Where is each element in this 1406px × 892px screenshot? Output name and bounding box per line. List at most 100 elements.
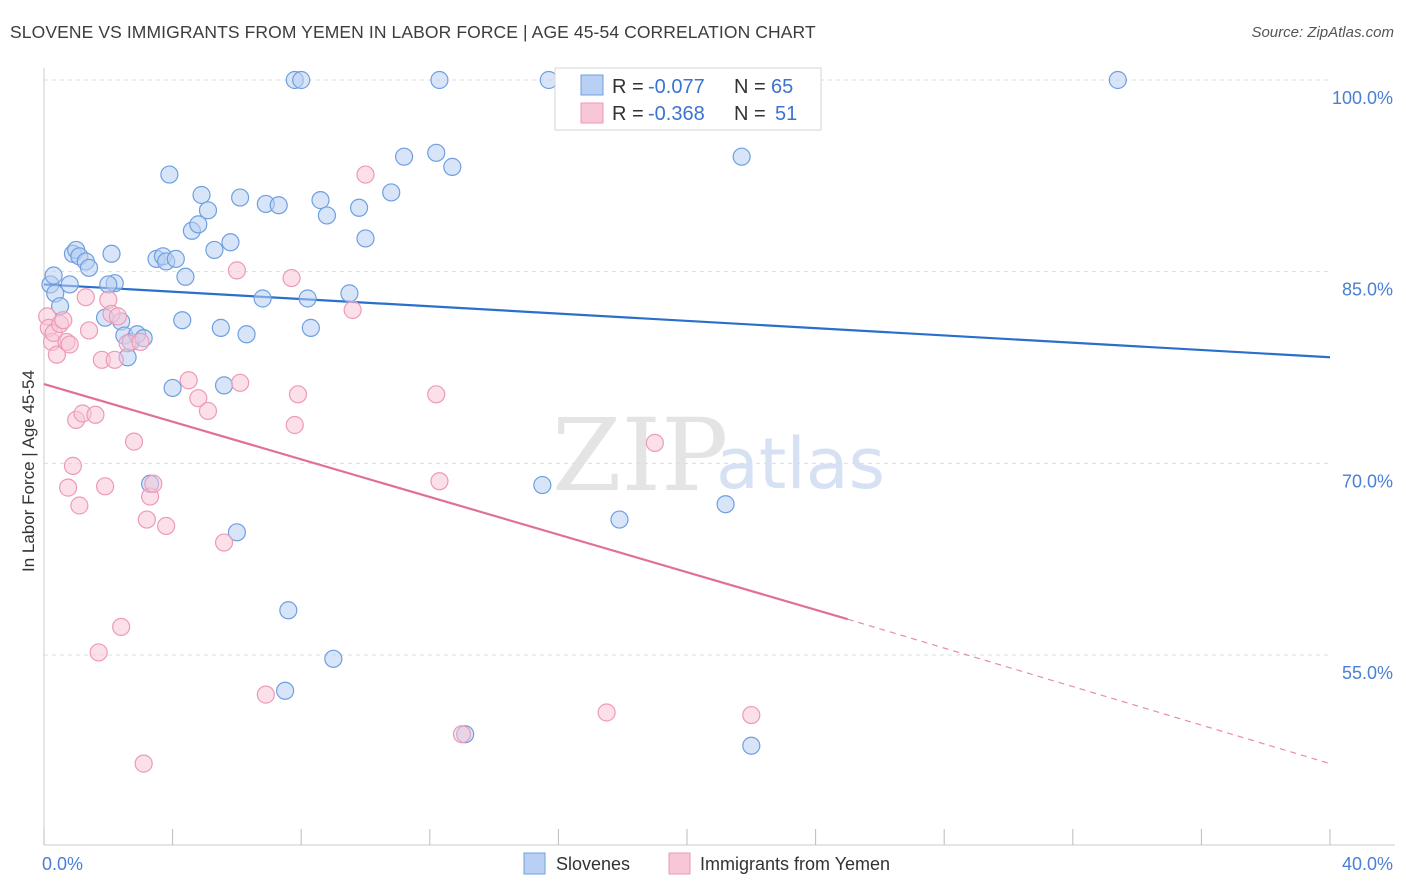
point-yemen-28 xyxy=(137,510,156,529)
point-slovenes-57 xyxy=(430,70,449,90)
x-tick-labels: 0.0% 40.0% xyxy=(42,854,1393,874)
y-tick-label-1: 85.0% xyxy=(1342,280,1393,300)
point-slovenes-31 xyxy=(198,201,218,220)
legend-r-label-2: R = xyxy=(612,103,644,125)
bottom-legend-swatch-slovenes xyxy=(523,852,546,875)
point-yemen-12 xyxy=(70,496,89,515)
legend-n-label-1: N = xyxy=(734,76,766,98)
point-yemen-27 xyxy=(134,754,153,773)
point-slovenes-64 xyxy=(732,147,751,166)
axes xyxy=(43,68,1395,846)
point-yemen-4 xyxy=(47,345,66,364)
point-slovenes-13 xyxy=(99,275,118,294)
point-yemen-47 xyxy=(645,433,664,452)
point-slovenes-48 xyxy=(311,191,330,210)
legend-swatch-yemen xyxy=(580,102,604,124)
point-slovenes-37 xyxy=(231,188,250,207)
point-slovenes-52 xyxy=(349,198,369,217)
point-yemen-38 xyxy=(256,685,275,704)
point-yemen-48 xyxy=(597,703,616,722)
point-slovenes-50 xyxy=(324,649,343,668)
point-yemen-44 xyxy=(427,385,446,404)
point-yemen-50 xyxy=(131,332,150,352)
point-slovenes-41 xyxy=(269,196,288,215)
point-slovenes-56 xyxy=(427,143,446,162)
bottom-legend-label-yemen: Immigrants from Yemen xyxy=(700,854,890,874)
trend-line-dashed-1 xyxy=(847,618,1331,765)
point-yemen-31 xyxy=(157,516,176,536)
point-slovenes-30 xyxy=(192,185,211,205)
point-slovenes-60 xyxy=(533,475,552,495)
trend-line-0 xyxy=(43,283,1331,359)
y-tick-label-3: 55.0% xyxy=(1342,663,1393,683)
point-yemen-39 xyxy=(282,268,301,288)
bottom-legend-swatch-yemen xyxy=(668,852,691,875)
point-slovenes-46 xyxy=(298,289,317,308)
gridlines xyxy=(44,79,1330,656)
point-yemen-34 xyxy=(198,401,218,421)
point-yemen-9 xyxy=(60,335,79,354)
point-slovenes-66 xyxy=(1108,70,1127,90)
point-slovenes-55 xyxy=(394,147,414,166)
x-tick-label-1: 40.0% xyxy=(1342,854,1393,874)
point-slovenes-39 xyxy=(253,289,272,308)
data-points xyxy=(38,70,1127,773)
point-slovenes-58 xyxy=(443,157,462,176)
point-slovenes-38 xyxy=(237,325,256,344)
point-slovenes-26 xyxy=(173,311,192,330)
trend-line-1 xyxy=(43,383,849,621)
bottom-legend: Slovenes Immigrants from Yemen xyxy=(523,852,890,875)
point-yemen-36 xyxy=(227,261,246,280)
legend-n-label-2: N = xyxy=(734,103,766,125)
watermark-zip: ZIP xyxy=(552,397,728,514)
point-yemen-49 xyxy=(742,705,761,725)
point-yemen-33 xyxy=(189,389,208,408)
point-yemen-6 xyxy=(54,311,73,330)
point-slovenes-36 xyxy=(227,523,246,542)
point-yemen-37 xyxy=(231,373,250,392)
point-slovenes-34 xyxy=(214,376,234,395)
legend: R = -0.077 N = 65 R = -0.368 N = 51 xyxy=(554,67,822,131)
watermark-atlas: atlas xyxy=(716,423,885,505)
x-tick-label-0: 0.0% xyxy=(42,854,83,874)
point-yemen-30 xyxy=(144,474,163,493)
point-slovenes-63 xyxy=(716,495,735,514)
point-slovenes-9 xyxy=(79,258,99,277)
y-tick-labels: 100.0% 85.0% 70.0% 55.0% xyxy=(1332,88,1393,683)
point-yemen-43 xyxy=(356,165,375,184)
point-yemen-8 xyxy=(59,478,78,497)
point-yemen-42 xyxy=(343,300,362,320)
point-slovenes-1 xyxy=(44,266,63,285)
legend-r-value-1: -0.077 xyxy=(648,76,705,98)
point-yemen-17 xyxy=(89,643,108,662)
point-slovenes-25 xyxy=(166,249,185,268)
legend-r-value-2: -0.368 xyxy=(648,103,705,125)
chart-title: SLOVENE VS IMMIGRANTS FROM YEMEN IN LABO… xyxy=(10,22,816,42)
point-yemen-41 xyxy=(288,385,308,404)
point-slovenes-23 xyxy=(160,165,179,184)
point-slovenes-27 xyxy=(176,267,195,286)
point-yemen-24 xyxy=(112,617,131,636)
legend-n-value-2: 51 xyxy=(775,103,797,125)
point-slovenes-4 xyxy=(60,275,79,294)
legend-n-value-1: 65 xyxy=(771,76,793,98)
point-slovenes-65 xyxy=(742,736,761,755)
watermark: ZIP atlas xyxy=(552,397,885,514)
point-yemen-22 xyxy=(105,350,124,369)
point-yemen-35 xyxy=(214,533,234,552)
point-yemen-23 xyxy=(108,307,128,326)
point-slovenes-24 xyxy=(163,378,182,398)
point-yemen-10 xyxy=(63,456,83,475)
point-yemen-40 xyxy=(285,415,304,435)
point-slovenes-47 xyxy=(301,318,320,337)
point-slovenes-45 xyxy=(292,70,311,90)
y-tick-label-0: 100.0% xyxy=(1332,88,1393,108)
point-slovenes-29 xyxy=(189,215,208,234)
point-slovenes-42 xyxy=(276,681,295,700)
point-slovenes-49 xyxy=(317,206,337,225)
point-slovenes-32 xyxy=(205,240,224,260)
point-slovenes-43 xyxy=(279,601,298,620)
y-tick-label-2: 70.0% xyxy=(1342,471,1393,491)
point-yemen-46 xyxy=(452,725,472,744)
point-slovenes-35 xyxy=(221,233,240,252)
